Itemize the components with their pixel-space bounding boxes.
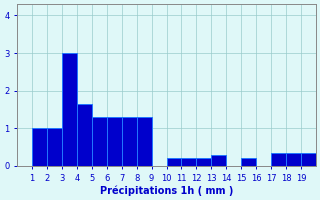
Bar xyxy=(301,153,316,166)
Bar xyxy=(271,153,286,166)
Bar xyxy=(166,158,181,166)
Bar xyxy=(47,128,62,166)
Bar xyxy=(181,158,196,166)
Bar xyxy=(122,117,137,166)
X-axis label: Précipitations 1h ( mm ): Précipitations 1h ( mm ) xyxy=(100,185,233,196)
Bar xyxy=(77,104,92,166)
Bar xyxy=(92,117,107,166)
Bar xyxy=(62,53,77,166)
Bar xyxy=(107,117,122,166)
Bar xyxy=(241,158,256,166)
Bar xyxy=(137,117,152,166)
Bar xyxy=(196,158,211,166)
Bar xyxy=(32,128,47,166)
Bar xyxy=(286,153,301,166)
Bar xyxy=(211,155,226,166)
